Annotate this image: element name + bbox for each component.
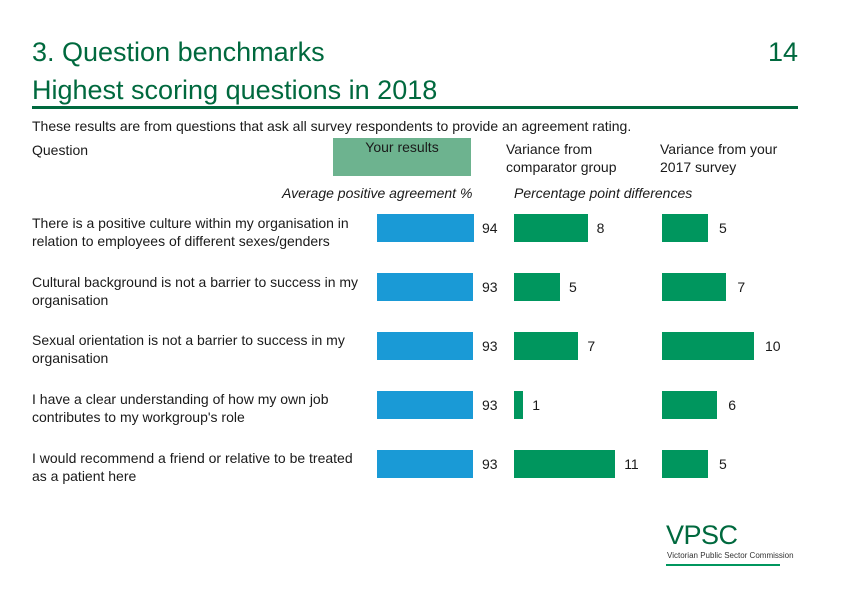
- question-column-header: Question: [32, 142, 89, 158]
- comparator-variance-header: Variance from comparator group: [506, 141, 617, 175]
- previous-survey-variance-bar: [662, 214, 708, 242]
- comparator-variance-value: 7: [587, 338, 596, 354]
- your-results-value: 93: [482, 338, 498, 354]
- your-results-value: 93: [482, 456, 498, 472]
- logo-wordmark: VPSC: [666, 520, 738, 550]
- previous-survey-variance-header: Variance from your 2017 survey: [660, 141, 778, 175]
- comparator-variance-bar: [514, 332, 579, 360]
- question-label: Cultural background is not a barrier to …: [32, 274, 359, 308]
- comparator-variance-value: 5: [569, 279, 577, 295]
- page-number: 14: [768, 37, 799, 67]
- title-divider: [32, 106, 798, 109]
- comparator-variance-bar: [514, 450, 616, 478]
- comparator-variance-value: 8: [596, 220, 605, 236]
- question-label: Sexual orientation is not a barrier to s…: [32, 332, 345, 366]
- your-results-bar: [377, 332, 473, 360]
- comparator-variance-value: 11: [624, 456, 639, 472]
- your-results-header: Your results: [333, 138, 471, 176]
- previous-survey-variance-bar: [662, 273, 727, 301]
- previous-survey-variance-value: 5: [719, 456, 727, 472]
- page-title-line1: 3. Question benchmarks: [32, 37, 325, 67]
- intro-text: These results are from questions that as…: [32, 118, 632, 134]
- previous-survey-variance-bar: [662, 391, 718, 419]
- your-results-bar: [377, 214, 474, 242]
- comparator-variance-bar: [514, 214, 588, 242]
- comparator-variance-bar: [514, 391, 524, 419]
- question-label: I have a clear understanding of how my o…: [32, 391, 329, 425]
- your-results-value: 93: [482, 397, 498, 413]
- your-results-value: 94: [482, 220, 498, 236]
- page-title-line2: Highest scoring questions in 2018: [32, 75, 438, 105]
- percentage-point-subheader: Percentage point differences: [514, 185, 693, 201]
- your-results-bar: [377, 273, 473, 301]
- previous-survey-variance-value: 7: [737, 279, 746, 295]
- logo-underline: [666, 564, 780, 566]
- comparator-variance-value: 1: [532, 397, 540, 413]
- average-agreement-subheader: Average positive agreement %: [282, 185, 473, 201]
- logo-subtitle: Victorian Public Sector Commission: [667, 551, 794, 560]
- your-results-value: 93: [482, 279, 498, 295]
- previous-survey-variance-bar: [662, 332, 754, 360]
- your-results-bar: [377, 450, 473, 478]
- question-label: There is a positive culture within my or…: [32, 215, 349, 249]
- previous-survey-variance-value: 6: [728, 397, 736, 413]
- previous-survey-variance-bar: [662, 450, 708, 478]
- previous-survey-variance-value: 10: [765, 338, 781, 354]
- your-results-bar: [377, 391, 473, 419]
- previous-survey-variance-value: 5: [719, 220, 727, 236]
- comparator-variance-bar: [514, 273, 560, 301]
- question-label: I would recommend a friend or relative t…: [32, 450, 353, 484]
